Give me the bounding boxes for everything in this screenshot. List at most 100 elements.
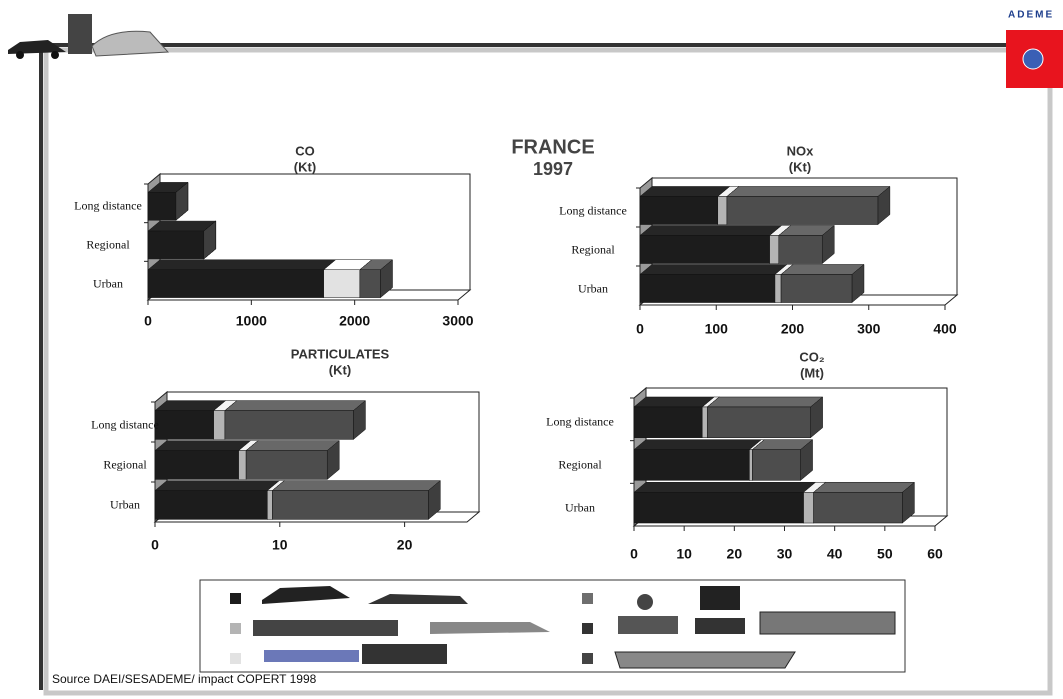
- bar-face: [148, 270, 324, 298]
- bar-segment: [155, 441, 251, 480]
- bar-segment: [634, 440, 761, 481]
- bar-face: [324, 270, 360, 298]
- bar-top: [272, 481, 440, 491]
- bar-face: [148, 192, 176, 220]
- truck-icon: [760, 612, 895, 634]
- bar-segment: [781, 264, 864, 302]
- bar-face: [634, 407, 702, 438]
- logo-text: ADEME: [1008, 10, 1054, 21]
- legend-swatch: [230, 593, 241, 604]
- bar-face: [707, 407, 810, 438]
- x-tick-label: 60: [927, 546, 943, 562]
- category-label: Urban: [68, 276, 148, 291]
- bar-face: [148, 231, 204, 259]
- bar-top: [246, 441, 339, 451]
- bar-top: [640, 225, 782, 235]
- bar-segment: [640, 186, 730, 224]
- bar-segment: [814, 482, 915, 523]
- x-tick-label: 40: [827, 546, 843, 562]
- locomotive-icon: [362, 644, 447, 664]
- bar-face: [360, 270, 381, 298]
- x-tick-label: 200: [781, 321, 805, 337]
- bar-segment: [779, 225, 834, 263]
- x-tick-label: 0: [151, 537, 159, 553]
- logo-globe: [1023, 49, 1043, 69]
- chart-title: CO: [295, 143, 315, 158]
- chart-subtitle: (Kt): [789, 159, 811, 174]
- slide: ADEME FRANCE 1997 CO(Kt)0100020003000NOx…: [0, 0, 1063, 699]
- bar-segment: [707, 397, 822, 438]
- bar-segment: [246, 441, 339, 480]
- category-label: Regional: [540, 458, 620, 473]
- x-tick-label: 10: [676, 546, 692, 562]
- x-tick-label: 400: [933, 321, 957, 337]
- x-tick-label: 1000: [236, 313, 267, 329]
- bar-face: [225, 411, 354, 440]
- chart-title: PARTICULATES: [291, 346, 390, 361]
- legend-swatch: [230, 623, 241, 634]
- bar-top: [640, 264, 787, 274]
- x-tick-label: 100: [705, 321, 729, 337]
- bar-face: [640, 235, 770, 263]
- chart-subtitle: (Kt): [294, 159, 316, 174]
- bar-segment: [634, 482, 816, 523]
- x-tick-label: 2000: [339, 313, 370, 329]
- ticket-icon: [264, 650, 359, 662]
- bar-face: [770, 235, 779, 263]
- category-label: Long distance: [553, 203, 633, 218]
- vehicle-icons: [8, 14, 168, 59]
- bar-face: [634, 450, 749, 481]
- bar-face: [814, 492, 903, 523]
- bar-top: [634, 440, 761, 450]
- category-label: Long distance: [540, 415, 620, 430]
- van-icon: [695, 618, 745, 634]
- train-icon: [92, 31, 168, 56]
- bar-top: [781, 264, 864, 274]
- bar-face: [718, 196, 727, 224]
- page-title: FRANCE: [511, 136, 594, 158]
- bar-segment: [752, 440, 812, 481]
- bar-top: [634, 482, 816, 492]
- wheel: [16, 51, 24, 59]
- chart-subtitle: (Kt): [329, 362, 351, 377]
- chart-title: NOx: [787, 143, 815, 158]
- mixer-icon: [618, 616, 678, 634]
- bar-top: [707, 397, 822, 407]
- bar-face: [727, 196, 878, 224]
- bar-face: [749, 450, 752, 481]
- bar-top: [727, 186, 890, 196]
- moto-icon: [637, 594, 653, 610]
- bar-top: [148, 260, 336, 270]
- x-tick-label: 0: [144, 313, 152, 329]
- bar-face: [781, 274, 852, 302]
- bar-segment: [148, 260, 336, 298]
- x-tick-label: 30: [777, 546, 793, 562]
- x-tick-label: 3000: [442, 313, 473, 329]
- wheel: [51, 51, 59, 59]
- category-label: Long distance: [85, 418, 165, 433]
- bar-face: [634, 492, 804, 523]
- barge-icon: [615, 652, 795, 668]
- bar-segment: [225, 401, 366, 440]
- category-label: Long distance: [68, 199, 148, 214]
- legend-swatch: [582, 623, 593, 634]
- page-subtitle: 1997: [533, 159, 573, 179]
- bar-face: [640, 196, 718, 224]
- tgv-icon: [430, 622, 550, 634]
- bar-face: [239, 451, 246, 480]
- bar-top: [225, 401, 366, 411]
- category-label: Urban: [85, 498, 165, 513]
- bar-segment: [640, 225, 782, 263]
- bar-face: [640, 274, 775, 302]
- legend-swatch: [582, 653, 593, 664]
- bar-top: [814, 482, 915, 492]
- x-tick-label: 20: [727, 546, 743, 562]
- category-label: Regional: [553, 242, 633, 257]
- x-tick-label: 10: [272, 537, 288, 553]
- bar-face: [155, 491, 267, 520]
- bar-top: [634, 397, 714, 407]
- x-tick-label: 0: [636, 321, 644, 337]
- bar-top: [155, 401, 226, 411]
- bar-face: [267, 491, 272, 520]
- bar-segment: [155, 481, 279, 520]
